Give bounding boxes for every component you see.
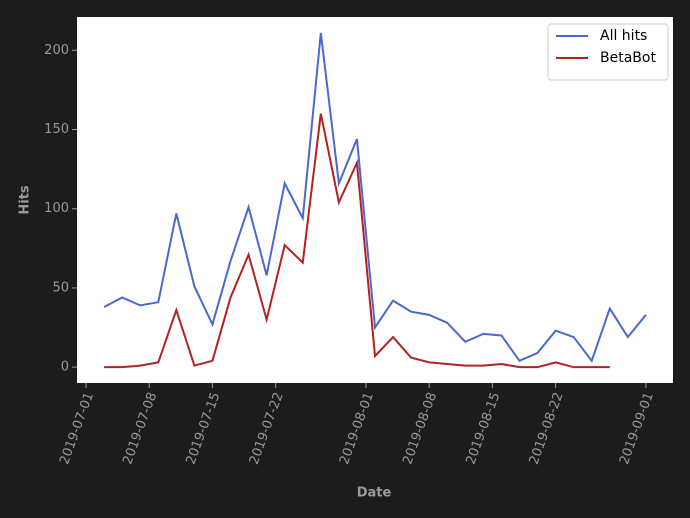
legend-label: BetaBot — [600, 50, 656, 66]
x-tick-label: 2019-07-15 — [184, 390, 224, 466]
y-tick-label: 150 — [44, 122, 69, 137]
y-tick-label: 0 — [61, 360, 69, 375]
y-axis-label: Hits — [18, 185, 33, 215]
data-line — [104, 113, 610, 369]
x-tick-label: 2019-08-08 — [400, 390, 440, 466]
x-tick-label: 2019-08-15 — [464, 390, 504, 466]
y-tick-label: 200 — [44, 43, 69, 58]
x-tick-label: 2019-08-22 — [527, 390, 567, 466]
x-tick-label: 2019-08-01 — [337, 390, 377, 466]
x-tick-label: 2019-07-01 — [57, 390, 97, 466]
data-line — [103, 32, 647, 363]
legend-box — [547, 23, 669, 81]
x-axis-label: Date — [357, 486, 392, 501]
y-tick-label: 100 — [44, 201, 69, 216]
x-tick-label: 2019-07-22 — [247, 390, 287, 466]
y-tick-label: 50 — [52, 280, 69, 295]
x-tick-label: 2019-07-08 — [120, 390, 160, 466]
x-tick-label: 2019-09-01 — [617, 390, 657, 466]
legend-label: All hits — [600, 28, 647, 44]
